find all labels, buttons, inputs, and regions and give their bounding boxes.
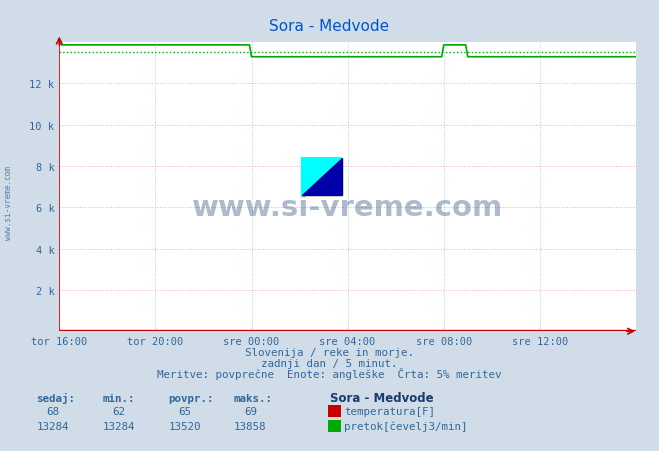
Text: sedaj:: sedaj: (36, 392, 75, 403)
Text: 13284: 13284 (36, 421, 69, 431)
Text: Meritve: povprečne  Enote: angleške  Črta: 5% meritev: Meritve: povprečne Enote: angleške Črta:… (158, 368, 501, 379)
Text: Slovenija / reke in morje.: Slovenija / reke in morje. (245, 348, 414, 358)
Text: 68: 68 (46, 406, 59, 416)
Text: 65: 65 (178, 406, 191, 416)
Bar (302, 158, 341, 195)
Text: temperatura[F]: temperatura[F] (344, 406, 435, 416)
Text: www.si-vreme.com: www.si-vreme.com (4, 166, 13, 240)
Text: povpr.:: povpr.: (168, 393, 214, 403)
Text: maks.:: maks.: (234, 393, 273, 403)
Text: Sora - Medvode: Sora - Medvode (330, 391, 433, 404)
Text: www.si-vreme.com: www.si-vreme.com (192, 193, 503, 221)
Text: min.:: min.: (102, 393, 134, 403)
Text: pretok[čevelj3/min]: pretok[čevelj3/min] (344, 421, 467, 432)
Text: 69: 69 (244, 406, 257, 416)
Polygon shape (302, 158, 341, 195)
Text: 13858: 13858 (234, 421, 267, 431)
Text: 13284: 13284 (102, 421, 135, 431)
Text: 13520: 13520 (168, 421, 201, 431)
Text: Sora - Medvode: Sora - Medvode (270, 18, 389, 34)
Text: zadnji dan / 5 minut.: zadnji dan / 5 minut. (261, 358, 398, 368)
Text: 62: 62 (112, 406, 125, 416)
Polygon shape (302, 158, 341, 195)
